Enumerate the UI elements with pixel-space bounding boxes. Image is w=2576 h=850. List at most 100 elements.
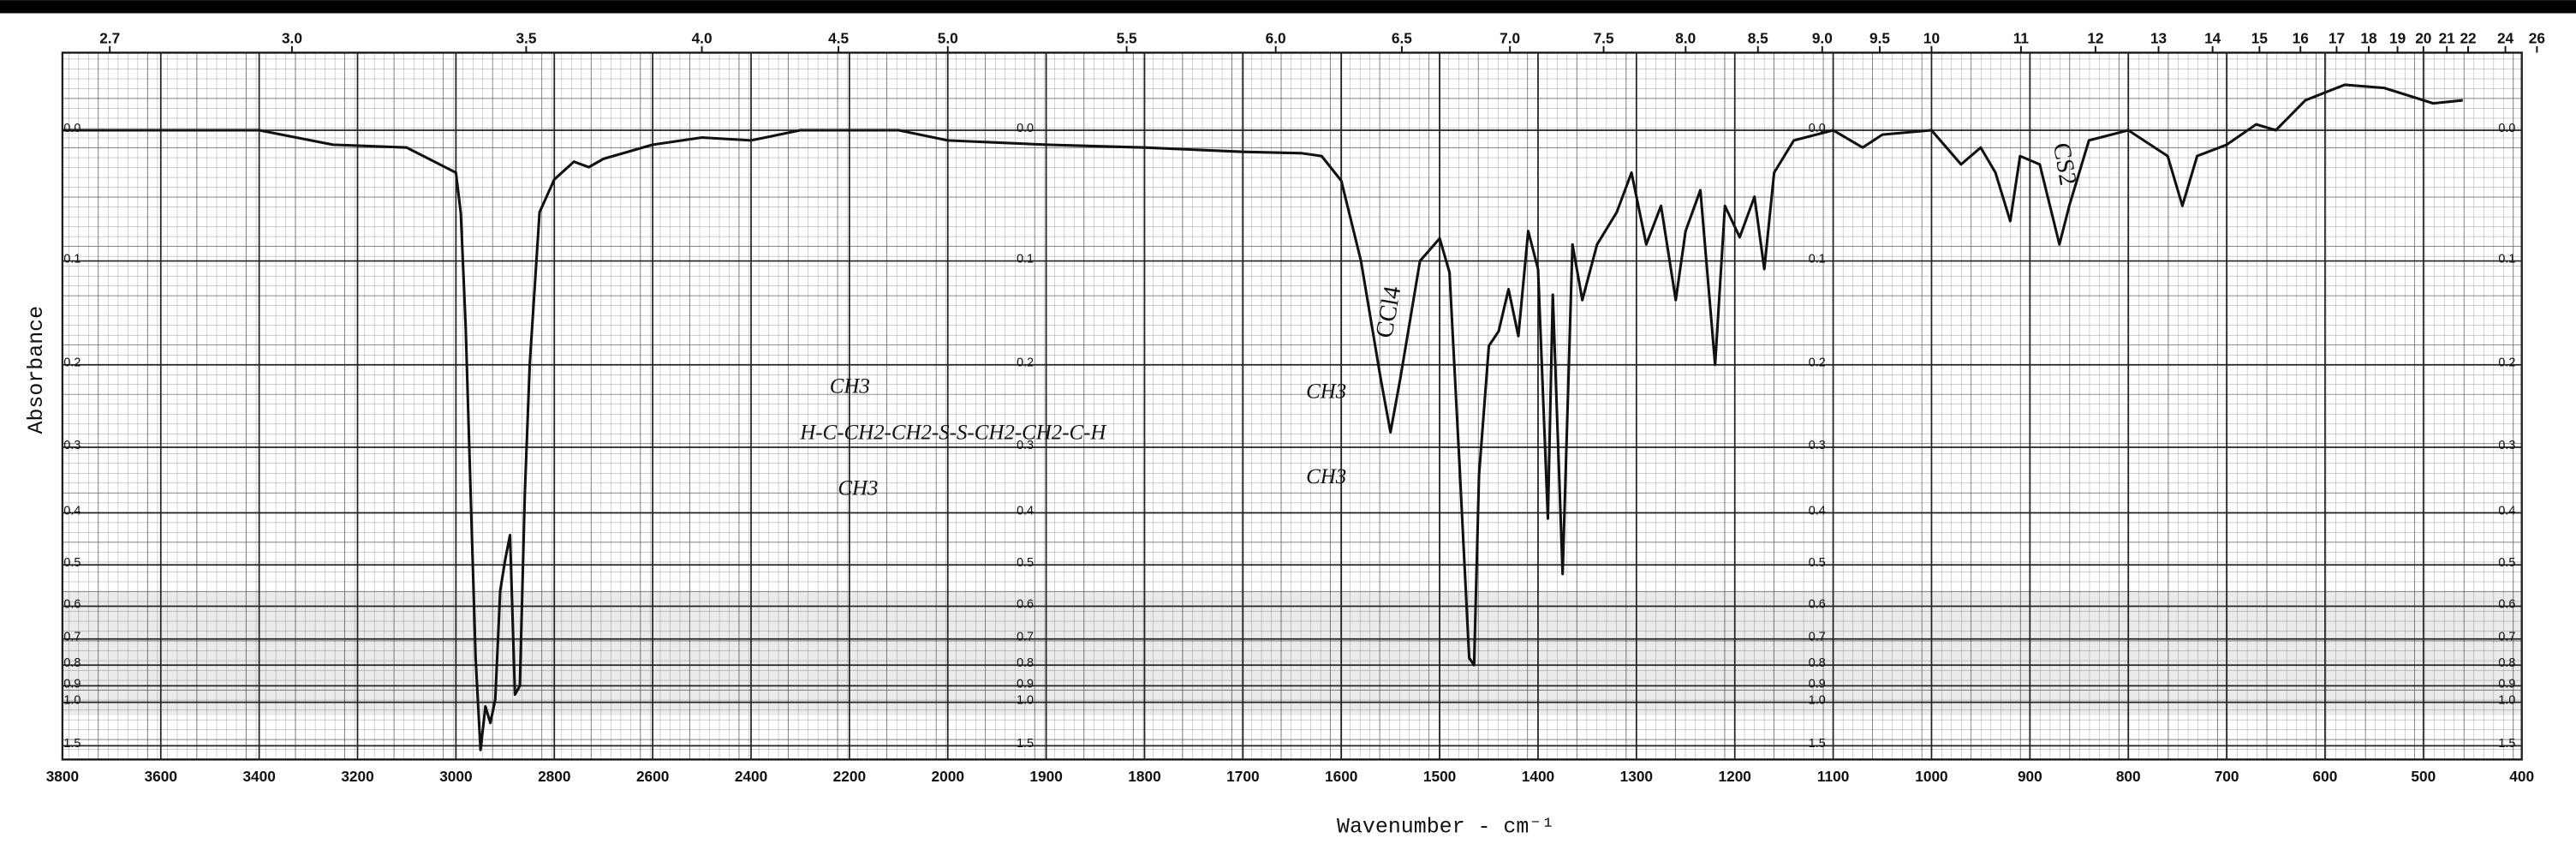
y-tick-label: 1.5 [63,737,80,751]
structure-label: CH3 [838,476,878,500]
y-tick-label: 0.2 [63,356,80,370]
x2-tick-label: 7.0 [1500,30,1520,47]
y-tick-label: 0.3 [2498,439,2515,452]
x2-tick-label: 11 [2013,30,2030,47]
x2-tick-label: 22 [2460,30,2476,47]
x-tick-label: 2800 [538,768,570,785]
x-tick-label: 3000 [439,768,472,785]
y-tick-label: 0.8 [1809,656,1826,670]
x2-tick-label: 7.5 [1594,30,1614,47]
x-tick-label: 3400 [242,768,275,785]
x2-tick-label: 17 [2329,30,2345,47]
x-tick-label: 1200 [1719,768,1751,785]
x2-tick-label: 12 [2087,30,2103,47]
x-tick-label: 900 [2018,768,2042,785]
y-tick-label: 0.0 [1809,122,1826,135]
y-tick-label: 0.4 [2498,504,2515,518]
x2-tick-label: 8.0 [1675,30,1696,47]
x2-tick-label: 2.7 [99,30,120,47]
y-tick-label: 0.3 [1017,439,1034,452]
x2-tick-label: 6.5 [1392,30,1412,47]
paper-coarse-grid [62,52,2522,760]
y-tick-label: 0.6 [1809,597,1826,611]
x2-tick-label: 3.5 [516,30,536,47]
y-tick-label: 0.5 [1017,556,1034,570]
spectrum-line [62,83,2463,751]
x-tick-label: 3800 [46,768,79,785]
x-tick-label: 2200 [833,768,866,785]
x-tick-label: 800 [2116,768,2141,785]
x-tick-label: 1100 [1817,768,1849,785]
x-tick-label: 2000 [932,768,964,785]
x2-tick-label: 8.5 [1748,30,1768,47]
y-tick-label: 0.3 [1809,439,1826,452]
x-tick-label: 1000 [1915,768,1947,785]
x2-tick-label: 15 [2251,30,2269,47]
x2-tick-label: 24 [2497,30,2514,47]
y-tick-label: 1.5 [2498,737,2515,751]
y-tick-label: 0.1 [1809,252,1826,266]
x-tick-label: 1700 [1226,768,1259,785]
y-tick-label: 0.5 [2498,556,2515,570]
x-tick-label: 1500 [1423,768,1456,785]
x-axis-label: Wavenumber - cm⁻¹ [1337,816,1554,840]
y-tick-label: 0.6 [2498,597,2515,611]
x2-tick-label: 20 [2415,30,2431,47]
x-tick-label: 1800 [1128,768,1160,785]
y-tick-label: 0.0 [1017,122,1034,135]
x2-tick-label: 4.5 [828,30,849,47]
x-tick-label: 1900 [1029,768,1062,785]
y-tick-label: 0.9 [2498,677,2515,691]
x2-tick-label: 9.5 [1869,30,1890,47]
x-tick-label: 500 [2411,768,2436,785]
y-tick-label: 0.7 [63,631,80,644]
y-tick-label: 0.0 [63,122,80,135]
y-tick-label: 1.0 [2498,694,2515,708]
x-tick-label: 600 [2313,768,2338,785]
structure-label: CH3 [1306,380,1346,403]
x-tick-label: 700 [2215,768,2239,785]
scan-shading [62,591,2522,715]
x2-tick-label: 5.0 [938,30,958,47]
y-tick-label: 1.5 [1017,737,1034,751]
x2-tick-label: 6.0 [1266,30,1286,47]
y-tick-label: 0.7 [1809,631,1826,644]
x2-tick-label: 3.0 [282,30,302,47]
x-tick-label: 1300 [1620,768,1653,785]
y-tick-label: 0.4 [1809,504,1826,518]
x-tick-label: 2400 [735,768,767,785]
top-band [0,0,2576,14]
y-tick-label: 0.6 [1017,597,1034,611]
x-tick-label: 3600 [145,768,177,785]
y-tick-label: 0.3 [63,439,80,452]
y-tick-label: 0.5 [1809,556,1826,570]
y-tick-label: 1.0 [1017,694,1034,708]
x-tick-label: 3200 [341,768,373,785]
x-tick-label: 1600 [1325,768,1357,785]
y-tick-label: 0.8 [1017,656,1034,670]
x2-tick-label: 16 [2293,30,2309,47]
x2-tick-label: 19 [2389,30,2406,47]
x2-tick-label: 10 [1923,30,1940,47]
y-tick-label: 1.0 [1809,694,1826,708]
x2-tick-label: 9.0 [1812,30,1833,47]
x2-tick-label: 5.5 [1117,30,1137,47]
x2-tick-label: 14 [2204,30,2221,47]
y-tick-label: 0.1 [1017,252,1034,266]
y-axis-label: Absorbance [25,306,49,434]
y-tick-label: 0.9 [63,677,80,691]
x2-tick-label: 13 [2150,30,2167,47]
y-tick-label: 0.2 [2498,356,2515,370]
y-tick-label: 0.2 [1017,356,1034,370]
y-tick-label: 0.8 [63,656,80,670]
structure-label: CH3 [830,375,870,398]
y-tick-label: 0.6 [63,597,80,611]
y-tick-label: 1.5 [1809,737,1826,751]
x2-tick-label: 18 [2360,30,2377,47]
y-tick-label: 0.8 [2498,656,2515,670]
x-tick-label: 1400 [1522,768,1554,785]
y-tick-label: 0.0 [2498,122,2515,135]
x2-tick-label: 21 [2439,30,2456,47]
